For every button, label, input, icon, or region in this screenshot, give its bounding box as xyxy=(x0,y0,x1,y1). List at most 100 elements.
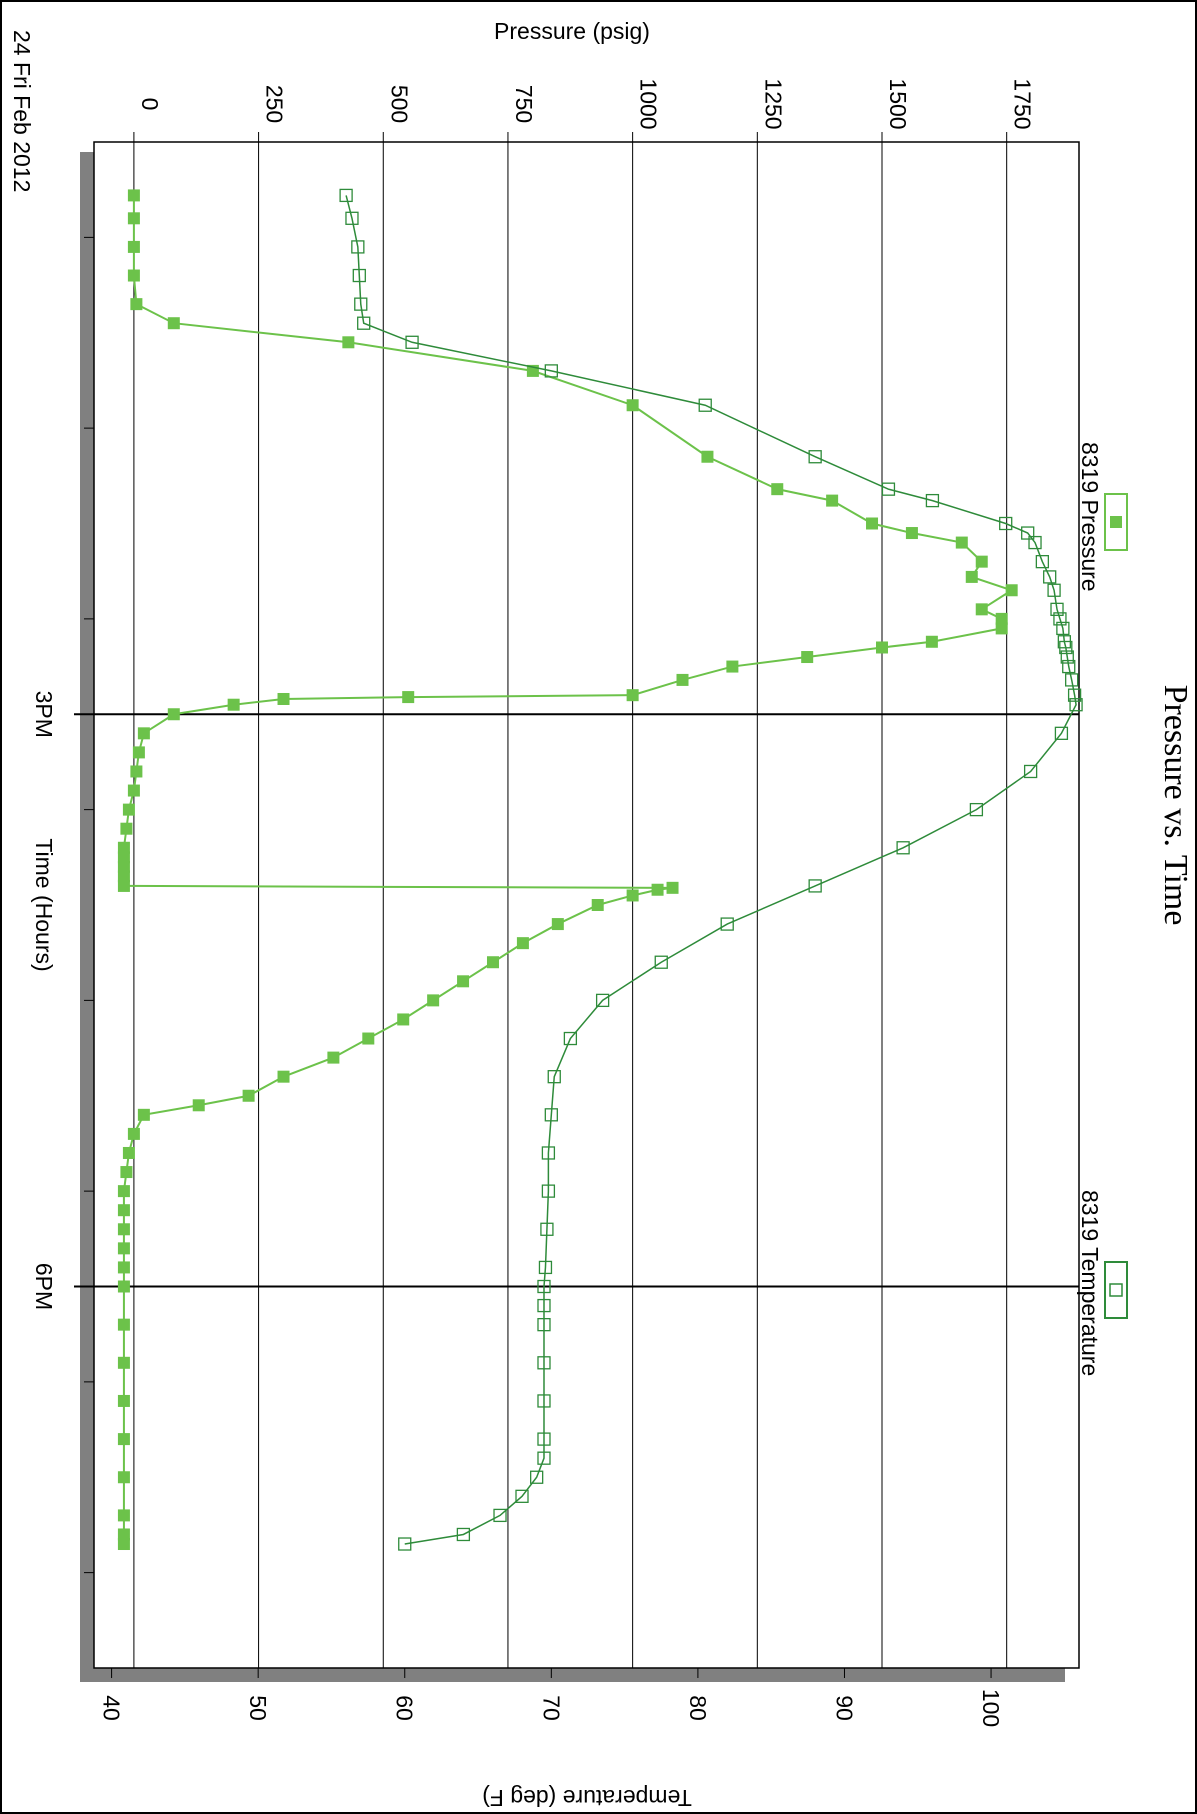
temperature-axis-title: Temperature (deg F) xyxy=(482,1785,692,1811)
temperature-point xyxy=(537,1298,551,1313)
legend-pressure-swatch-box xyxy=(1104,493,1128,551)
pressure-point xyxy=(486,956,499,969)
temperature-point xyxy=(530,1470,544,1484)
pressure-point xyxy=(726,660,739,673)
temperature-tick-label: 70 xyxy=(538,1695,564,1721)
temperature-axis-title-group: Temperature (deg F) xyxy=(482,1785,692,1811)
legend-pressure-label: 8319 Pressure xyxy=(1077,442,1103,592)
time-tick-label: 3PM xyxy=(31,691,57,738)
pressure-point xyxy=(117,1394,130,1407)
pressure-point xyxy=(117,1509,130,1522)
temperature-point xyxy=(563,1031,578,1046)
temperature-point xyxy=(1035,555,1050,569)
legend-item-pressure: 8319 Pressure xyxy=(1077,442,1128,592)
pressure-point xyxy=(117,1356,130,1369)
chart-title-group: Pressure vs. Time xyxy=(1157,685,1194,926)
pressure-point xyxy=(826,494,839,507)
pressure-point xyxy=(117,1242,130,1255)
pressure-point xyxy=(117,1433,130,1446)
temperature-point xyxy=(1054,726,1069,740)
pressure-point xyxy=(117,1538,130,1551)
pressure-point xyxy=(117,1471,130,1484)
pressure-point xyxy=(227,698,240,711)
pressure-tick-group: 1000 xyxy=(636,78,662,129)
pressure-point xyxy=(120,822,133,835)
temperature-point xyxy=(405,335,419,349)
pressure-point xyxy=(771,483,784,496)
pressure-point xyxy=(975,603,988,616)
plot-shadow xyxy=(80,1668,1065,1682)
legend: 8319 Pressure 8319 Temperature xyxy=(1077,442,1128,1376)
temperature-point xyxy=(698,398,712,412)
pressure-tick-label: 500 xyxy=(386,85,412,123)
pressure-tick-group: 1250 xyxy=(760,78,786,129)
pressure-tick-group: 1500 xyxy=(885,78,911,129)
pressure-point xyxy=(955,536,968,549)
pressure-point xyxy=(130,765,143,778)
pressure-point xyxy=(117,1261,130,1274)
pressure-tick-group: 750 xyxy=(511,85,537,123)
temperature-tick-group: 80 xyxy=(685,1695,711,1721)
pressure-point xyxy=(122,1146,135,1159)
pressure-point xyxy=(127,212,140,225)
pressure-tick-label: 1750 xyxy=(1010,78,1036,129)
time-tick-group: 3PM xyxy=(31,691,57,738)
series-pressure xyxy=(117,189,1018,1551)
temperature-tick-group: 70 xyxy=(538,1695,564,1721)
temperature-point xyxy=(1065,673,1079,687)
pressure-point xyxy=(626,889,639,902)
pressure-point xyxy=(127,240,140,253)
temperature-point xyxy=(1050,602,1064,616)
pressure-point xyxy=(876,641,888,654)
temperature-point xyxy=(1069,698,1083,712)
pressure-point xyxy=(651,883,664,896)
pressure-point xyxy=(676,673,689,686)
pressure-point xyxy=(801,651,814,664)
pressure-point xyxy=(167,708,180,721)
pressure-point xyxy=(866,517,879,530)
pressure-point xyxy=(965,570,978,583)
pressure-point xyxy=(192,1099,205,1112)
temperature-point xyxy=(351,240,365,254)
pressure-tick-label: 1000 xyxy=(636,78,662,129)
temperature-tick-label: 40 xyxy=(99,1695,125,1721)
pressure-tick-group: 500 xyxy=(386,85,412,123)
pressure-point xyxy=(1005,584,1018,597)
temperature-point xyxy=(537,1318,551,1332)
temperature-point xyxy=(352,268,366,283)
temperature-point xyxy=(1056,621,1070,636)
pressure-point xyxy=(975,555,988,568)
pressure-axis-title-group: Pressure (psig) xyxy=(494,18,650,44)
time-axis-title-group: Time (Hours) xyxy=(31,838,57,971)
pressure-point xyxy=(132,746,145,759)
pressure-axis-title: Pressure (psig) xyxy=(494,18,650,44)
temperature-point xyxy=(541,1146,556,1160)
temperature-point xyxy=(595,993,610,1008)
pressure-point xyxy=(127,189,140,202)
legend-item-temperature: 8319 Temperature xyxy=(1077,1190,1128,1376)
temperature-point xyxy=(537,1356,551,1370)
pressure-point xyxy=(327,1051,340,1064)
temperature-point xyxy=(540,1222,554,1236)
series-layer xyxy=(117,188,1083,1551)
temperature-point xyxy=(1043,570,1057,584)
chart-title: Pressure vs. Time xyxy=(1157,685,1194,926)
temperature-point xyxy=(547,1070,561,1084)
pressure-point xyxy=(701,450,714,463)
pressure-point xyxy=(117,851,130,864)
temperature-tick-label: 60 xyxy=(392,1695,418,1721)
temperature-point xyxy=(1060,650,1074,664)
time-axis-title: Time (Hours) xyxy=(31,838,57,971)
date-label: 24 Fri Feb 2012 xyxy=(9,30,35,192)
pressure-point xyxy=(137,727,150,740)
legend-temperature-swatch xyxy=(1109,1283,1123,1297)
pressure-point xyxy=(122,803,135,816)
time-tick-label: 6PM xyxy=(31,1263,57,1310)
temperature-point xyxy=(1062,659,1076,674)
pressure-point xyxy=(626,399,639,412)
temperature-point xyxy=(456,1527,471,1542)
pressure-tick-label: 1250 xyxy=(760,78,786,129)
date-label-group: 24 Fri Feb 2012 xyxy=(9,30,35,192)
temperature-point xyxy=(537,1451,551,1465)
